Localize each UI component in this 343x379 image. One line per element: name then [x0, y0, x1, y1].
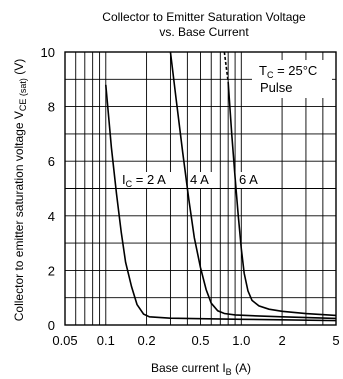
plot-frame [64, 51, 337, 326]
series-label-ic-symbol: I [122, 172, 126, 187]
y-tick-label: 8 [48, 100, 55, 115]
series-label-ic-value: = 2 A [132, 172, 166, 187]
series-label-ic2-background [120, 172, 182, 188]
temperature-symbol: T [259, 63, 267, 78]
chart-title: Collector to Emitter Saturation Voltage [102, 10, 306, 24]
y-axis-label-main: Collector to emitter saturation voltage [12, 119, 26, 321]
y-tick-label: 0 [48, 318, 55, 333]
temperature-value: = 25°C [273, 63, 317, 78]
x-axis-label-main: Base current [151, 361, 222, 375]
series-label-4a-background [189, 172, 216, 188]
y-axis-label: Collector to emitter saturation voltage … [12, 59, 28, 321]
series-curve-1 [169, 52, 336, 320]
y-axis-label-subscript: CE (sat) [18, 78, 28, 111]
x-axis-label: Base current IB (A) [151, 361, 251, 377]
series-label-4a: 4 A [190, 172, 209, 187]
x-tick-label: 2 [278, 333, 285, 348]
grid [65, 52, 336, 325]
y-axis-label-symbol: V [12, 111, 26, 119]
x-axis-label-unit: (A) [232, 361, 251, 375]
x-axis-label-subscript: B [226, 367, 232, 377]
x-tick-label: 0.2 [138, 333, 156, 348]
x-tick-label: 1.0 [232, 333, 250, 348]
x-axis-label-symbol: I [222, 361, 225, 375]
chart-subtitle: vs. Base Current [159, 25, 249, 39]
annotation-background [252, 60, 332, 98]
series-label-6a: 6 A [239, 172, 258, 187]
y-axis-label-unit: (V) [12, 59, 26, 78]
x-tick-label: 0.5 [191, 333, 209, 348]
x-axis-ticks: 0.05 0.1 0.2 0.5 1.0 2 5 [52, 333, 339, 348]
series-curve-2-dashed [223, 52, 229, 83]
series-label-ic-subscript: C [126, 179, 133, 189]
data-curves [104, 52, 336, 322]
x-tick-label: 5 [332, 333, 339, 348]
pulse-annotation: Pulse [260, 80, 293, 95]
series-label-ic-2a: IC = 2 A [122, 172, 166, 189]
x-tick-label: 0.1 [97, 333, 115, 348]
y-tick-label: 4 [48, 209, 55, 224]
series-curve-0 [104, 84, 336, 322]
x-tick-label: 0.05 [52, 333, 77, 348]
series-curve-2 [227, 81, 336, 317]
y-axis-ticks: 0 2 4 6 8 10 [41, 45, 55, 333]
temperature-subscript: C [267, 70, 274, 80]
temperature-annotation: TC = 25°C [259, 63, 317, 80]
y-tick-label: 6 [48, 154, 55, 169]
series-label-6a-background [237, 172, 265, 188]
y-tick-label: 10 [41, 45, 55, 60]
y-tick-label: 2 [48, 263, 55, 278]
